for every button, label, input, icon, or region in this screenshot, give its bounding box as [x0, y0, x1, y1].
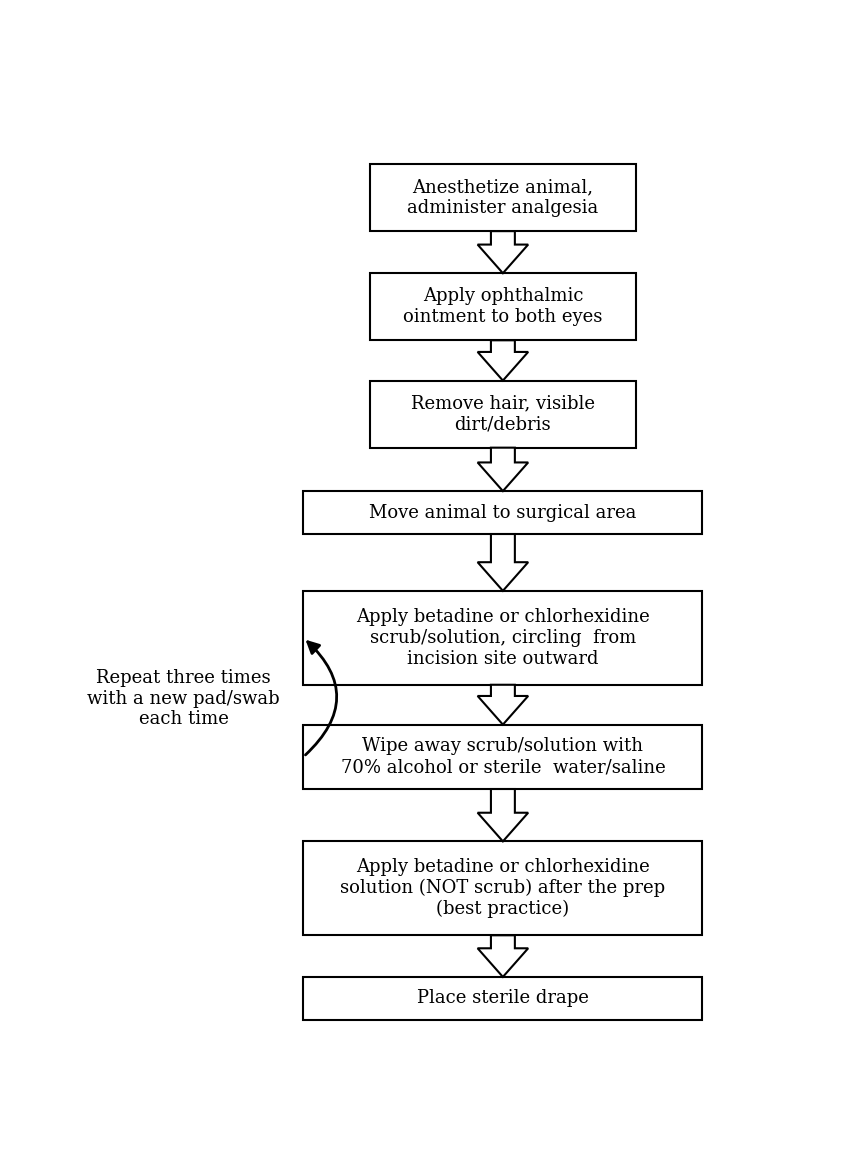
Polygon shape [478, 684, 529, 725]
Polygon shape [478, 535, 529, 590]
Polygon shape [478, 789, 529, 841]
Text: Anesthetize animal,
administer analgesia: Anesthetize animal, administer analgesia [408, 178, 599, 217]
Polygon shape [478, 935, 529, 977]
Text: Apply ophthalmic
ointment to both eyes: Apply ophthalmic ointment to both eyes [403, 287, 602, 327]
FancyBboxPatch shape [370, 381, 636, 447]
FancyBboxPatch shape [304, 492, 703, 535]
Text: Apply betadine or chlorhexidine
scrub/solution, circling  from
incision site out: Apply betadine or chlorhexidine scrub/so… [356, 608, 650, 668]
Text: Wipe away scrub/solution with
70% alcohol or sterile  water/saline: Wipe away scrub/solution with 70% alcoho… [341, 738, 665, 776]
Text: Apply betadine or chlorhexidine
solution (NOT scrub) after the prep
(best practi: Apply betadine or chlorhexidine solution… [341, 859, 666, 918]
FancyBboxPatch shape [304, 841, 703, 935]
FancyBboxPatch shape [370, 164, 636, 231]
Polygon shape [478, 447, 529, 492]
Text: Move animal to surgical area: Move animal to surgical area [369, 503, 637, 522]
Text: Remove hair, visible
dirt/debris: Remove hair, visible dirt/debris [411, 395, 595, 433]
FancyBboxPatch shape [370, 273, 636, 340]
Text: Repeat three times
with a new pad/swab
each time: Repeat three times with a new pad/swab e… [88, 669, 280, 729]
FancyArrowPatch shape [305, 641, 336, 755]
FancyBboxPatch shape [304, 590, 703, 684]
FancyBboxPatch shape [304, 977, 703, 1020]
Text: Place sterile drape: Place sterile drape [417, 989, 589, 1007]
Polygon shape [478, 231, 529, 273]
FancyBboxPatch shape [304, 725, 703, 789]
Polygon shape [478, 340, 529, 381]
